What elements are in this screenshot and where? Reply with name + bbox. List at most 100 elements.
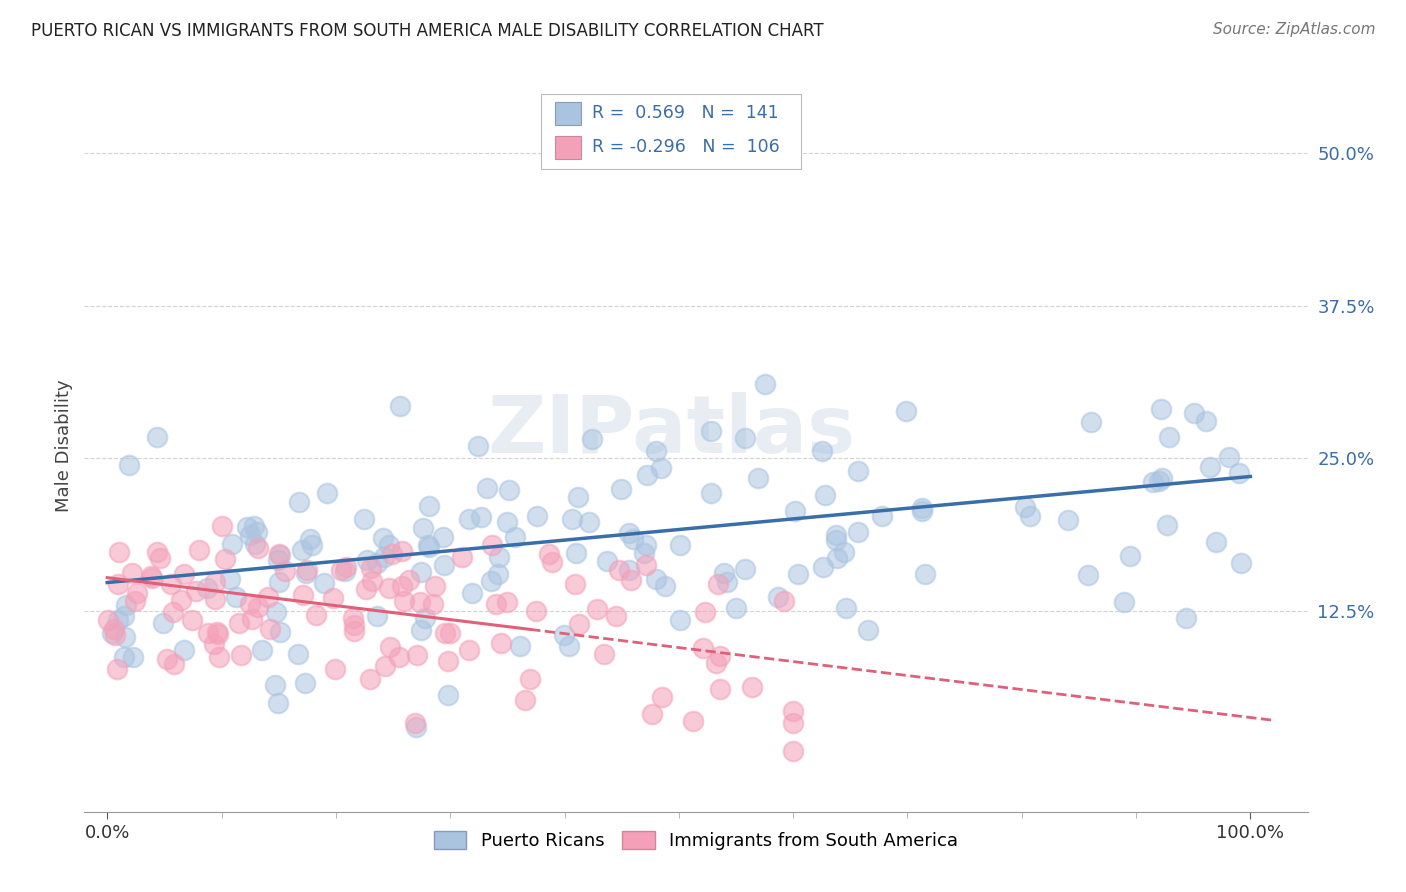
Point <box>259 622 281 636</box>
Point <box>250 643 273 657</box>
Point <box>709 649 731 664</box>
Point <box>700 486 723 500</box>
Point <box>641 707 664 722</box>
Point <box>1014 500 1036 515</box>
Point <box>121 566 143 580</box>
Point <box>197 581 219 595</box>
Point <box>716 575 738 590</box>
Point <box>221 537 243 551</box>
Point <box>269 625 291 640</box>
Point <box>537 547 560 561</box>
Point <box>418 537 440 551</box>
Point <box>1182 406 1205 420</box>
Point <box>245 525 267 540</box>
Legend: Puerto Ricans, Immigrants from South America: Puerto Ricans, Immigrants from South Ame… <box>426 823 966 857</box>
Point <box>294 676 316 690</box>
Point <box>910 504 932 518</box>
Point <box>495 515 517 529</box>
Point <box>706 656 728 670</box>
Point <box>825 528 848 542</box>
Point <box>894 403 917 417</box>
Point <box>122 650 145 665</box>
Point <box>1230 556 1253 570</box>
Point <box>389 399 412 413</box>
Point <box>354 582 377 597</box>
Point <box>485 597 508 611</box>
Point <box>692 640 714 655</box>
Point <box>149 550 172 565</box>
Point <box>593 648 616 662</box>
Point <box>305 607 328 622</box>
Point <box>495 594 517 608</box>
Point <box>243 537 266 551</box>
Point <box>623 532 645 546</box>
Point <box>515 693 537 707</box>
Point <box>242 519 264 533</box>
Point <box>139 569 162 583</box>
Point <box>214 552 236 566</box>
Point <box>107 613 129 627</box>
Point <box>239 527 262 541</box>
Point <box>269 548 291 562</box>
Point <box>353 512 375 526</box>
Point <box>378 640 401 655</box>
Point <box>361 574 384 588</box>
Point <box>373 550 395 565</box>
Point <box>782 744 804 758</box>
Point <box>617 526 640 541</box>
Point <box>163 657 186 672</box>
Point <box>578 515 600 529</box>
Point <box>418 499 440 513</box>
Point <box>734 562 756 576</box>
Text: R =  0.569   N =  141: R = 0.569 N = 141 <box>592 104 779 122</box>
Point <box>488 549 510 564</box>
Point <box>287 648 309 662</box>
Point <box>835 600 858 615</box>
Point <box>1150 471 1173 485</box>
Point <box>359 672 381 686</box>
Point <box>141 571 163 585</box>
Point <box>156 652 179 666</box>
Point <box>152 615 174 630</box>
Point <box>486 566 509 581</box>
Point <box>264 605 287 619</box>
Point <box>335 564 357 578</box>
Point <box>814 488 837 502</box>
Point <box>848 464 870 478</box>
Point <box>581 432 603 446</box>
Point <box>404 716 426 731</box>
Point <box>519 672 541 686</box>
Point <box>204 574 226 589</box>
Point <box>239 597 262 611</box>
Point <box>235 519 257 533</box>
Point <box>773 594 796 608</box>
Point <box>391 544 413 558</box>
Point <box>1175 611 1198 625</box>
Point <box>162 606 184 620</box>
Point <box>267 552 290 566</box>
Point <box>605 609 627 624</box>
Point <box>103 623 125 637</box>
Point <box>291 543 314 558</box>
Point <box>481 538 503 552</box>
Point <box>107 545 129 559</box>
Point <box>173 643 195 657</box>
Point <box>392 593 415 607</box>
Point <box>650 461 672 475</box>
Point <box>124 593 146 607</box>
Point <box>374 659 396 673</box>
Point <box>146 544 169 558</box>
Point <box>782 716 804 731</box>
Point <box>470 510 492 524</box>
Point <box>498 483 520 497</box>
Point <box>783 504 806 518</box>
Point <box>451 550 474 565</box>
Point <box>343 618 366 632</box>
Point <box>461 586 484 600</box>
Point <box>825 550 848 565</box>
Point <box>114 630 136 644</box>
Point <box>596 554 619 568</box>
Point <box>457 643 479 657</box>
Point <box>408 595 430 609</box>
Point <box>585 602 607 616</box>
